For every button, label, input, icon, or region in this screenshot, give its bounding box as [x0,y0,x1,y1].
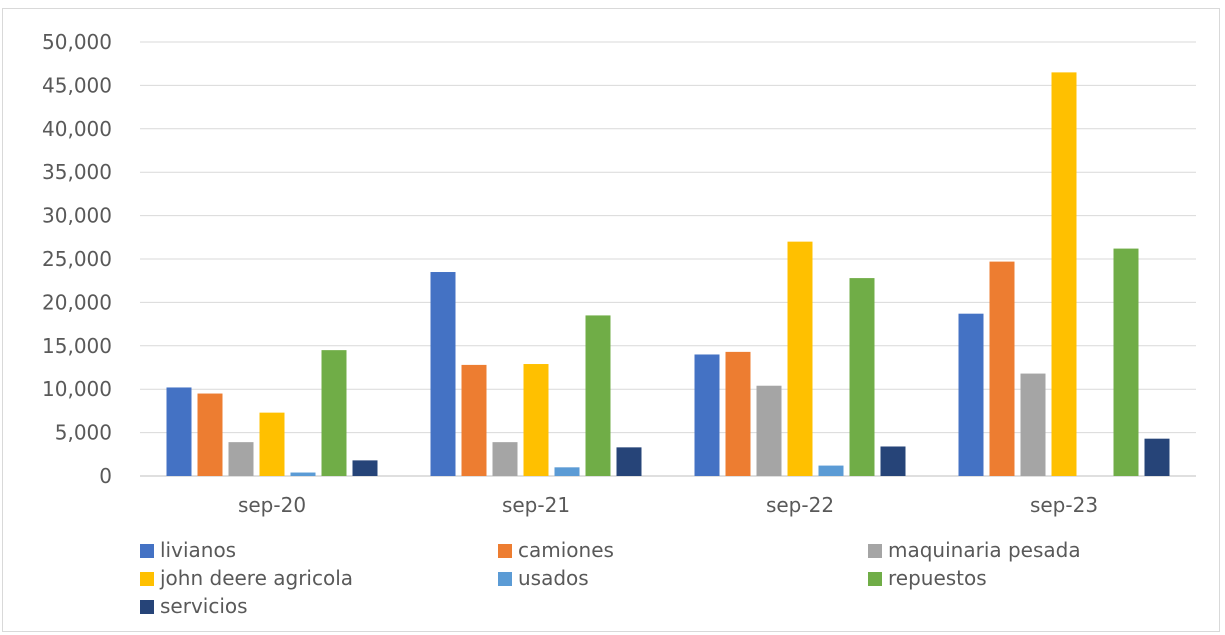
x-axis-ticks: sep-20 sep-21 sep-22 sep-23 [238,493,1098,517]
bar-usados-sep-21 [554,467,580,476]
bar-repuestos-sep-21 [585,315,611,476]
bar-maquinaria-pesada-sep-20 [228,442,254,476]
y-tick-label: 40,000 [42,117,112,141]
legend-label: john deere agricola [159,566,353,590]
legend-label: usados [518,566,589,590]
legend-label: maquinaria pesada [888,538,1081,562]
bar-john-deere-agricola-sep-20 [259,412,285,476]
y-tick-label: 15,000 [42,334,112,358]
legend-swatch [140,544,154,558]
bar-john-deere-agricola-sep-22 [787,241,813,476]
bars [166,72,1170,476]
bar-usados-sep-22 [818,465,844,476]
legend-swatch [498,572,512,586]
x-tick-label: sep-20 [238,493,306,517]
bar-livianos-sep-20 [166,387,192,476]
bar-servicios-sep-23 [1144,438,1170,476]
bar-livianos-sep-22 [694,354,720,476]
bar-maquinaria-pesada-sep-23 [1020,373,1046,476]
legend-label: livianos [160,538,236,562]
y-tick-label: 35,000 [42,160,112,184]
y-tick-label: 45,000 [42,73,112,97]
legend-label: repuestos [888,566,987,590]
legend-swatch [140,572,154,586]
bar-servicios-sep-20 [352,460,378,476]
y-tick-label: 0 [99,464,112,488]
bar-servicios-sep-21 [616,447,642,476]
legend-swatch [140,600,154,614]
gridlines [140,41,1196,477]
y-tick-label: 10,000 [42,377,112,401]
x-tick-label: sep-22 [766,493,834,517]
bar-camiones-sep-23 [989,261,1015,476]
bar-maquinaria-pesada-sep-21 [492,442,518,476]
y-tick-label: 25,000 [42,247,112,271]
bar-maquinaria-pesada-sep-22 [756,385,782,476]
chart-frame [2,8,1220,632]
legend: livianos camiones maquinaria pesada john de… [140,538,1081,618]
legend-swatch [868,544,882,558]
bar-john-deere-agricola-sep-21 [523,364,549,476]
legend-label: servicios [160,594,248,618]
legend-label: camiones [518,538,614,562]
bar-servicios-sep-22 [880,446,906,476]
bar-john-deere-agricola-sep-23 [1051,72,1077,476]
x-tick-label: sep-21 [502,493,570,517]
x-tick-label: sep-23 [1030,493,1098,517]
bar-livianos-sep-23 [958,313,984,476]
bar-camiones-sep-22 [725,351,751,476]
legend-swatch [868,572,882,586]
bar-camiones-sep-21 [461,364,487,476]
bar-livianos-sep-21 [430,272,456,476]
y-axis-ticks: 0 5,000 10,000 15,000 20,000 25,000 30,000 35,0… [42,30,112,488]
bar-usados-sep-20 [290,472,316,476]
bar-repuestos-sep-22 [849,278,875,476]
y-tick-label: 5,000 [55,421,112,445]
y-tick-label: 50,000 [42,30,112,54]
legend-swatch [498,544,512,558]
y-tick-label: 20,000 [42,290,112,314]
y-tick-label: 30,000 [42,204,112,228]
bar-camiones-sep-20 [197,393,223,476]
bar-repuestos-sep-23 [1113,248,1139,476]
bar-repuestos-sep-20 [321,350,347,476]
